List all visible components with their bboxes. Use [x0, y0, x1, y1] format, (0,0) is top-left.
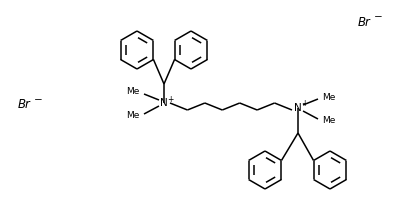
Text: Br: Br	[18, 99, 31, 111]
Text: N: N	[293, 103, 301, 113]
Text: N: N	[160, 98, 167, 108]
Text: +: +	[166, 95, 173, 104]
Text: Me: Me	[321, 92, 335, 101]
Text: −: −	[34, 95, 43, 105]
Text: −: −	[373, 12, 382, 22]
Text: Me: Me	[126, 111, 139, 120]
Text: Me: Me	[321, 116, 335, 126]
Text: +: +	[300, 100, 306, 108]
Text: Br: Br	[357, 15, 370, 28]
Text: Me: Me	[126, 88, 139, 96]
